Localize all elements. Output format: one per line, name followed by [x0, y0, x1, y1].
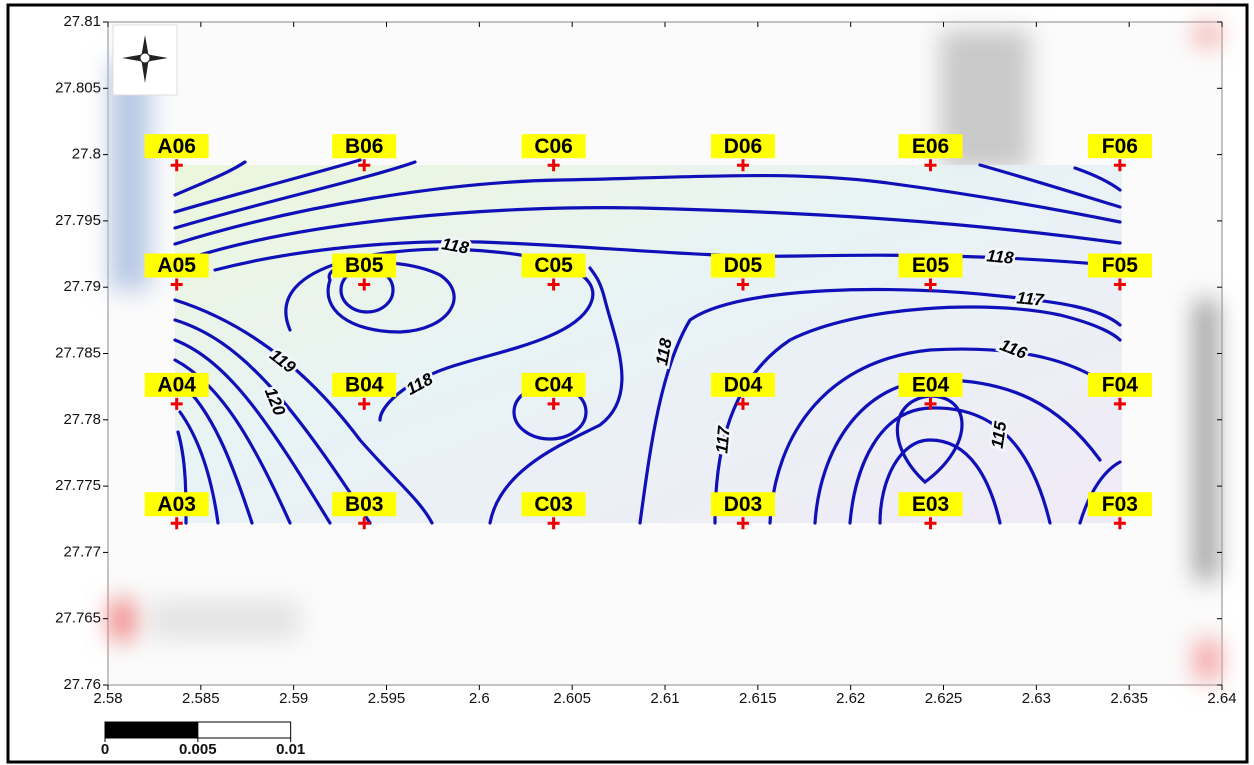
- y-tick-label: 27.81: [63, 13, 101, 30]
- x-tick-label: 2.605: [553, 690, 591, 707]
- contour-label: 117: [712, 424, 733, 454]
- station-label: B05: [345, 254, 384, 277]
- contour-label: 115: [988, 420, 1011, 450]
- station-label: F05: [1102, 254, 1139, 277]
- scale-label: 0.01: [276, 741, 305, 758]
- station-label: D04: [724, 373, 763, 396]
- station-label: A04: [157, 373, 196, 396]
- contour-label: 118: [986, 246, 1015, 267]
- compass: [113, 25, 177, 95]
- x-tick-label: 2.595: [368, 690, 406, 707]
- station-label: F04: [1102, 373, 1139, 396]
- station-label: A03: [157, 493, 196, 516]
- scale-label: 0: [101, 741, 109, 758]
- x-tick-label: 2.615: [739, 690, 777, 707]
- y-tick-label: 27.805: [55, 79, 101, 96]
- x-tick-label: 2.625: [925, 690, 963, 707]
- station-label: D06: [724, 135, 763, 158]
- station-label: A05: [157, 254, 196, 277]
- station-label: B06: [345, 135, 384, 158]
- scale-label: 0.005: [179, 741, 217, 758]
- contour-label: 117: [1016, 288, 1046, 309]
- x-tick-label: 2.62: [836, 690, 865, 707]
- y-tick-label: 27.8: [72, 146, 101, 163]
- y-tick-label: 27.765: [55, 610, 101, 627]
- station-label: E03: [912, 493, 949, 516]
- y-tick-label: 27.785: [55, 344, 101, 361]
- scale-segment: [105, 722, 198, 738]
- y-tick-label: 27.795: [55, 212, 101, 229]
- scale-segment: [198, 722, 291, 738]
- station-label: E06: [912, 135, 949, 158]
- station-label: C06: [534, 135, 573, 158]
- y-tick-label: 27.775: [55, 477, 101, 494]
- x-tick-label: 2.64: [1207, 690, 1236, 707]
- y-tick-label: 27.77: [63, 543, 101, 560]
- x-tick-label: 2.61: [650, 690, 679, 707]
- station-label: B03: [345, 493, 384, 516]
- station-label: C04: [534, 373, 573, 396]
- map: 2.582.5852.592.5952.62.6052.612.6152.622…: [0, 0, 1254, 765]
- y-tick-label: 27.78: [63, 411, 101, 428]
- x-tick-label: 2.585: [182, 690, 220, 707]
- station-label: A06: [157, 135, 196, 158]
- station-label: C03: [534, 493, 573, 516]
- x-tick-label: 2.59: [279, 690, 308, 707]
- y-tick-label: 27.79: [63, 278, 101, 295]
- station-label: D03: [724, 493, 763, 516]
- y-tick-label: 27.76: [63, 676, 101, 693]
- x-tick-label: 2.63: [1022, 690, 1051, 707]
- station-label: F06: [1102, 135, 1138, 158]
- x-tick-label: 2.635: [1110, 690, 1148, 707]
- station-label: B04: [345, 373, 384, 396]
- station-label: E05: [912, 254, 950, 277]
- station-label: F03: [1102, 493, 1138, 516]
- station-label: E04: [912, 373, 950, 396]
- station-label: C05: [534, 254, 573, 277]
- x-tick-label: 2.6: [469, 690, 490, 707]
- station-label: D05: [724, 254, 763, 277]
